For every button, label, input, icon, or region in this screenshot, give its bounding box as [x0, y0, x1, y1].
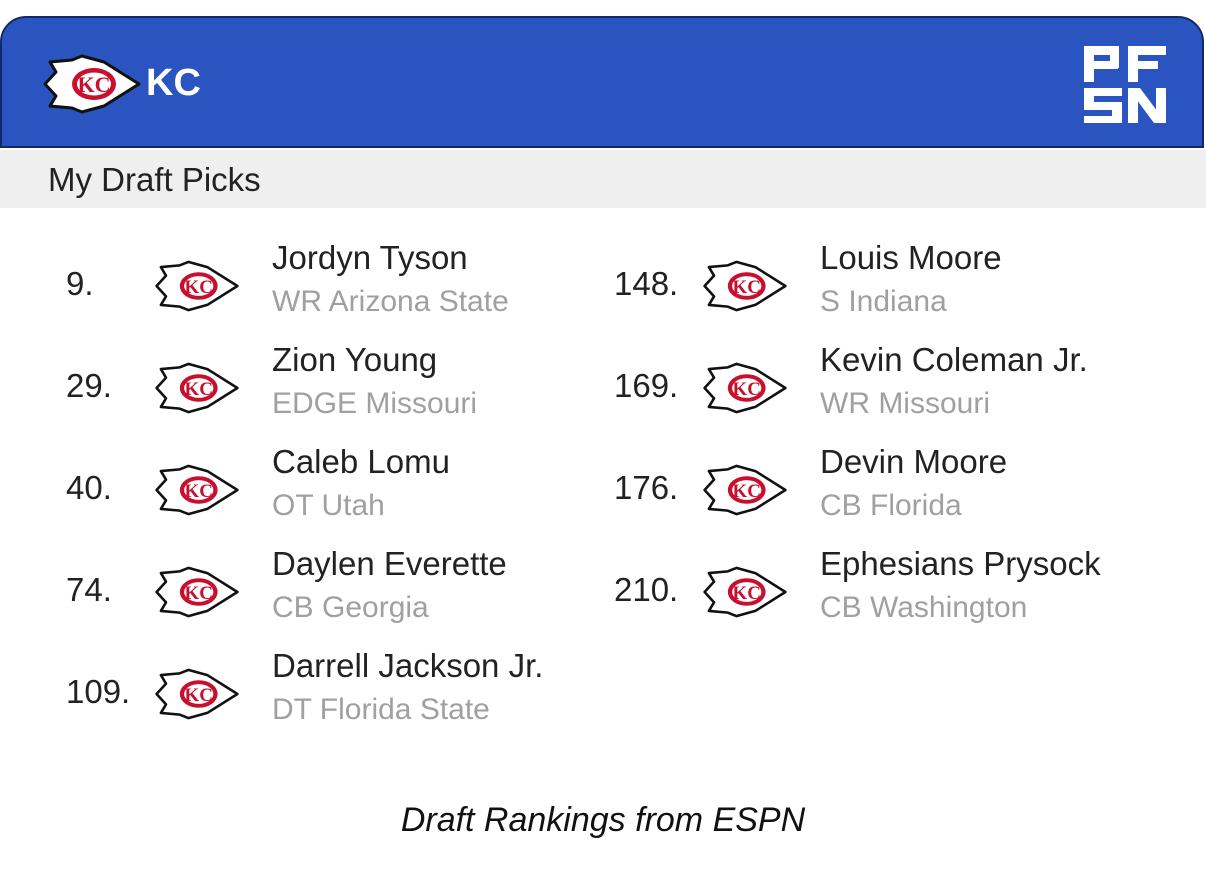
chiefs-arrowhead-icon	[43, 54, 141, 114]
pick-number: 9.	[66, 265, 94, 302]
chiefs-arrowhead-icon	[155, 464, 239, 516]
pick-number: 40.	[66, 469, 112, 506]
player-name: Devin Moore	[820, 443, 1008, 480]
list-item: 9. Jordyn Tyson WR Arizona State	[66, 238, 626, 330]
player-position-school: EDGE Missouri	[272, 387, 478, 420]
chiefs-arrowhead-icon	[155, 566, 239, 618]
pfsn-logo-icon	[1084, 46, 1166, 123]
player-name: Zion Young	[272, 341, 438, 378]
player-name: Ephesians Prysock	[820, 545, 1101, 582]
chiefs-arrowhead-icon	[703, 362, 787, 414]
pick-number: 169.	[614, 367, 679, 404]
list-item: 74. Daylen Everette CB Georgia	[66, 544, 626, 636]
chiefs-arrowhead-icon	[155, 260, 239, 312]
player-position-school: DT Florida State	[272, 693, 490, 726]
player-name: Jordyn Tyson	[272, 239, 468, 276]
player-name: Darrell Jackson Jr.	[272, 647, 544, 684]
footer-note: Draft Rankings from ESPN	[400, 801, 806, 839]
draft-picks-list: 9. Jordyn Tyson WR Arizona State 29. Zio…	[0, 208, 1206, 768]
section-header: My Draft Picks	[0, 150, 1206, 208]
list-item: 169. Kevin Coleman Jr. WR Missouri	[614, 340, 1174, 432]
chiefs-arrowhead-icon	[155, 668, 239, 720]
list-item: 176. Devin Moore CB Florida	[614, 442, 1174, 534]
player-position-school: S Indiana	[820, 285, 947, 318]
player-name: Kevin Coleman Jr.	[820, 341, 1088, 378]
list-item: 109. Darrell Jackson Jr. DT Florida Stat…	[66, 646, 626, 738]
chiefs-arrowhead-icon	[703, 566, 787, 618]
team-header: KC	[0, 16, 1204, 148]
player-position-school: WR Missouri	[820, 387, 990, 420]
pick-number: 210.	[614, 571, 679, 608]
team-abbreviation: KC	[146, 62, 201, 104]
player-name: Daylen Everette	[272, 545, 507, 582]
list-item: 40. Caleb Lomu OT Utah	[66, 442, 626, 534]
player-name: Caleb Lomu	[272, 443, 450, 480]
pick-number: 74.	[66, 571, 112, 608]
section-title: My Draft Picks	[48, 161, 261, 198]
player-position-school: CB Florida	[820, 489, 962, 522]
pick-number: 148.	[614, 265, 679, 302]
pick-number: 29.	[66, 367, 112, 404]
player-position-school: WR Arizona State	[272, 285, 509, 318]
player-position-school: CB Georgia	[272, 591, 429, 624]
player-position-school: CB Washington	[820, 591, 1028, 624]
player-position-school: OT Utah	[272, 489, 385, 522]
pick-number: 109.	[66, 673, 131, 710]
player-name: Louis Moore	[820, 239, 1002, 276]
list-item: 148. Louis Moore S Indiana	[614, 238, 1174, 330]
pick-number: 176.	[614, 469, 679, 506]
chiefs-arrowhead-icon	[155, 362, 239, 414]
chiefs-arrowhead-icon	[703, 464, 787, 516]
list-item: 210. Ephesians Prysock CB Washington	[614, 544, 1174, 636]
chiefs-arrowhead-icon	[703, 260, 787, 312]
list-item: 29. Zion Young EDGE Missouri	[66, 340, 626, 432]
